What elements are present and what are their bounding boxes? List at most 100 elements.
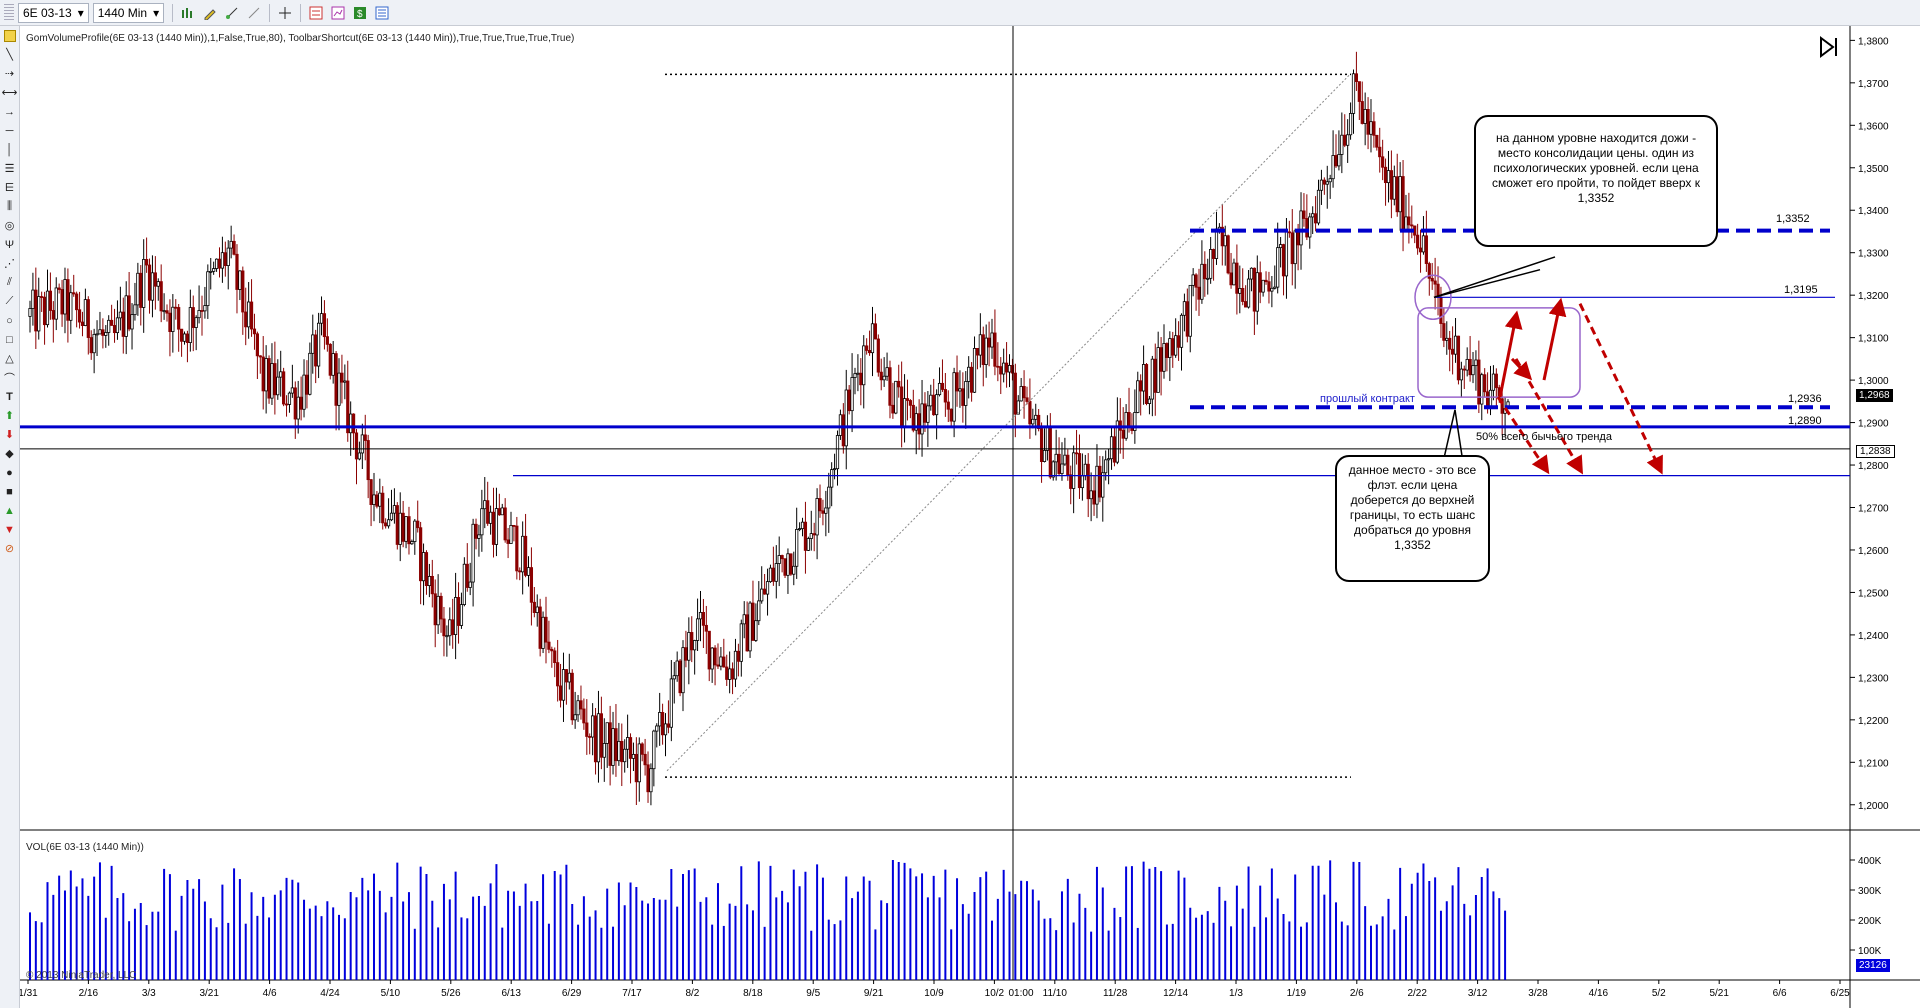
text-icon[interactable]: T (6, 390, 13, 403)
candle-body (760, 588, 764, 602)
volume-tick-label: 400K (1858, 856, 1882, 867)
remove-drawings-icon[interactable]: ⊘ (4, 543, 15, 555)
candle-body (133, 304, 137, 316)
candle-body (666, 723, 671, 728)
candle-body (739, 623, 743, 662)
candle-body (92, 333, 96, 354)
extended-line-icon[interactable]: ⟷ (1, 87, 18, 99)
candle-body (1115, 420, 1119, 463)
candle-body (1348, 113, 1353, 136)
line-icon[interactable]: ╲ (6, 49, 13, 61)
candle-body (690, 632, 694, 651)
data-box-icon[interactable] (306, 4, 326, 22)
candle-body (908, 400, 912, 406)
candle-body (693, 640, 697, 651)
candle-body (1142, 364, 1146, 392)
candle-body (646, 764, 650, 793)
ray-icon[interactable]: ⇢ (4, 68, 15, 80)
candle-body (389, 512, 394, 521)
horizontal-line-icon[interactable]: ─ (5, 124, 14, 137)
regression-channel-icon[interactable]: ☰ (4, 163, 15, 175)
triangle-icon[interactable]: △ (5, 353, 14, 365)
candle-body (354, 432, 359, 460)
time-tick-label: 11/28 (1103, 988, 1128, 999)
level-label-4: 1,2890 (1788, 415, 1822, 427)
candle-body (1057, 453, 1061, 474)
interval-selector[interactable]: 1440 Min ▾ (92, 2, 165, 23)
candle-body (77, 309, 82, 323)
diamond-icon[interactable]: ◆ (5, 448, 14, 460)
candle-body (1095, 465, 1099, 505)
andrews-pitchfork-icon[interactable]: Ψ (4, 238, 15, 251)
candle-body (1107, 458, 1111, 461)
arrow-up-icon[interactable]: ⬆ (4, 410, 15, 422)
candle-body (631, 753, 636, 759)
candle-body (850, 377, 854, 412)
candle-body (964, 381, 968, 406)
candle-body (325, 336, 329, 345)
candle-body (952, 372, 956, 422)
candle-body (296, 396, 300, 420)
play-icon[interactable] (1818, 36, 1840, 58)
square-icon[interactable]: ■ (6, 485, 13, 498)
candle-body (366, 440, 370, 481)
candle-body (935, 394, 939, 416)
crosshair-icon[interactable] (275, 4, 295, 22)
candle-body (1488, 389, 1493, 407)
time-tick-label: 1/19 (1287, 988, 1307, 999)
candle-body (672, 675, 676, 680)
candle-body (185, 333, 190, 343)
toolbar-grip[interactable] (4, 3, 14, 22)
candle-body (576, 700, 580, 716)
candle-body (888, 367, 892, 406)
select-icon[interactable] (2, 26, 18, 45)
candle-body (1022, 386, 1026, 399)
vertical-line-icon[interactable]: │ (6, 143, 13, 156)
ruler-icon[interactable]: ⟋ (5, 295, 14, 307)
candle-body (1238, 288, 1242, 294)
triangle-down-icon[interactable]: ▼ (4, 523, 15, 536)
gann-fan-icon[interactable]: ⋰ (4, 258, 15, 270)
price-tick-label: 1,3400 (1858, 206, 1889, 217)
strategy-icon[interactable]: $ (350, 4, 370, 22)
arrow-down-icon[interactable]: ⬇ (4, 429, 15, 441)
instrument-selector[interactable]: 6E 03-13 ▾ (18, 2, 89, 23)
candle-body (765, 581, 770, 595)
dot-icon[interactable]: ● (6, 466, 13, 479)
triangle-up-icon[interactable]: ▲ (4, 504, 15, 517)
candle-body (273, 363, 277, 396)
price-tick-label: 1,3700 (1858, 79, 1889, 90)
fibonacci-extension-icon[interactable]: ⋿ (4, 182, 15, 194)
candle-body (771, 567, 775, 582)
candle-body (946, 401, 950, 410)
candlestick-series (28, 51, 1510, 806)
candle-body (1136, 380, 1140, 413)
trend-channel-icon[interactable]: ⫽ (7, 276, 12, 288)
arc-icon[interactable]: ⌒ (4, 372, 15, 385)
ellipse-icon[interactable]: ○ (6, 314, 13, 327)
candle-body (284, 403, 289, 406)
eraser-icon[interactable] (244, 4, 264, 22)
bar-type-icon[interactable] (178, 4, 198, 22)
candle-body (821, 510, 825, 514)
candle-body (894, 380, 898, 414)
chart-trader-icon[interactable] (372, 4, 392, 22)
candle-body (1456, 335, 1461, 381)
candle-body (830, 469, 834, 488)
candle-body (270, 363, 274, 399)
fibonacci-circle-icon[interactable]: ◎ (4, 220, 15, 232)
candle-body (142, 259, 146, 308)
pencil-icon[interactable] (200, 4, 220, 22)
drawing-tools-icon[interactable] (222, 4, 242, 22)
candle-body (748, 602, 752, 652)
candle-body (194, 317, 198, 328)
price-tick-label: 1,2600 (1858, 546, 1889, 557)
candle-body (177, 307, 181, 330)
properties-icon[interactable] (328, 4, 348, 22)
fibonacci-retracement-icon[interactable]: ⫼ (6, 200, 13, 212)
arrow-line-icon[interactable]: → (4, 105, 15, 118)
candle-body (1418, 247, 1423, 253)
candle-body (1045, 425, 1050, 451)
rectangle-icon[interactable]: □ (6, 333, 13, 346)
candle-body (1311, 213, 1315, 218)
